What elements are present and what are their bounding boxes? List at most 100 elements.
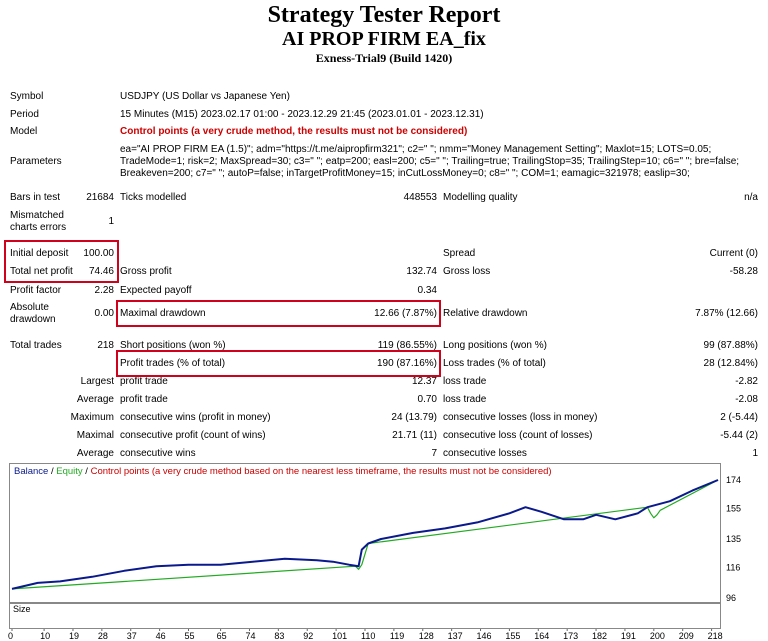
y-tick-label: 135	[726, 534, 741, 544]
maximal-drawdown-value: 12.66 (7.87%)	[374, 308, 437, 319]
profit-trades-label: Profit trades (% of total)	[120, 358, 226, 369]
mismatch-label-1: Mismatched	[10, 210, 64, 221]
short-positions-label: Short positions (won %)	[120, 340, 226, 351]
size-panel	[9, 603, 721, 629]
total-trades-value: 218	[97, 340, 114, 351]
drawdown-highlight	[116, 300, 441, 327]
long-positions-value: 99 (87.88%)	[703, 340, 758, 351]
y-tick-label: 96	[726, 593, 736, 603]
x-tick-label: 137	[448, 631, 463, 641]
avg-label: Average	[76, 448, 114, 459]
size-label: Size	[13, 604, 31, 614]
x-tick-label: 0	[8, 631, 13, 641]
avg-cons-losses-value: 1	[752, 448, 758, 459]
x-tick-label: 46	[156, 631, 166, 641]
net-profit-value: 74.46	[88, 266, 114, 277]
initial-deposit-value: 100.00	[83, 248, 114, 259]
x-tick-label: 128	[419, 631, 434, 641]
relative-drawdown-label: Relative drawdown	[443, 308, 528, 319]
gross-profit-value: 132.74	[406, 266, 437, 277]
initial-deposit-label: Initial deposit	[10, 248, 69, 259]
relative-drawdown-value: 7.87% (12.66)	[695, 308, 758, 319]
profit-factor-label: Profit factor	[10, 285, 62, 296]
max-cons-losses-value: 2 (-5.44)	[720, 412, 758, 423]
bars-label: Bars in test	[10, 192, 61, 203]
x-tick-label: 83	[274, 631, 284, 641]
max-cons-losses-label: consecutive losses (loss in money)	[443, 412, 598, 423]
x-tick-label: 37	[127, 631, 137, 641]
expected-payoff-value: 0.34	[417, 285, 437, 296]
parameters-line-2: TradeMode=1; risk=2; MaxSpread=30; c3=" …	[120, 156, 740, 167]
loss-trades-value: 28 (12.84%)	[703, 358, 758, 369]
x-tick-label: 19	[69, 631, 79, 641]
expected-payoff-label: Expected payoff	[120, 285, 192, 296]
maximal-drawdown-label: Maximal drawdown	[120, 308, 206, 319]
x-tick-label: 155	[505, 631, 520, 641]
absolute-drawdown-label-1: Absolute	[10, 302, 49, 313]
x-tick-label: 28	[98, 631, 108, 641]
x-tick-label: 65	[217, 631, 227, 641]
maximal-cons-profit-label: consecutive profit (count of wins)	[120, 430, 266, 441]
period-value: 15 Minutes (M15) 2023.02.17 01:00 - 2023…	[120, 109, 484, 120]
x-tick-label: 173	[563, 631, 578, 641]
x-tick-label: 10	[40, 631, 50, 641]
average-profit-label: profit trade	[120, 394, 168, 405]
chart-legend: Balance / Equity / Control points (a ver…	[14, 466, 552, 477]
parameters-label: Parameters	[10, 156, 62, 167]
total-trades-label: Total trades	[10, 340, 62, 351]
deposit-profit-highlight	[4, 240, 119, 283]
ticks-value: 448553	[403, 192, 437, 203]
avg-cons-losses-label: consecutive losses	[443, 448, 527, 459]
avg-cons-wins-label: consecutive wins	[120, 448, 196, 459]
ea-name: AI PROP FIRM EA_fix	[282, 28, 486, 50]
maximal-cons-loss-value: -5.44 (2)	[720, 430, 758, 441]
average-profit-value: 0.70	[417, 394, 437, 405]
largest-profit-value: 12.37	[411, 376, 437, 387]
absolute-drawdown-value: 0.00	[94, 308, 114, 319]
average-label: Average	[76, 394, 114, 405]
largest-label: Largest	[80, 376, 114, 387]
x-tick-label: 191	[621, 631, 636, 641]
model-value: Control points (a very crude method, the…	[120, 126, 468, 137]
x-tick-label: 92	[303, 631, 313, 641]
average-loss-label: loss trade	[443, 394, 487, 405]
x-tick-label: 146	[477, 631, 492, 641]
absolute-drawdown-label-2: drawdown	[10, 314, 56, 325]
report-title: Strategy Tester Report	[267, 2, 501, 28]
legend-equity: Equity	[56, 466, 83, 477]
bars-value: 21684	[86, 192, 114, 203]
x-tick-label: 101	[332, 631, 347, 641]
model-label: Model	[10, 126, 38, 137]
gross-loss-value: -58.28	[729, 266, 758, 277]
x-tick-label: 209	[679, 631, 694, 641]
x-tick-label: 110	[361, 631, 375, 641]
legend-sep-2: /	[82, 466, 91, 477]
long-positions-label: Long positions (won %)	[443, 340, 547, 351]
x-tick-label: 74	[245, 631, 255, 641]
x-tick-label: 200	[650, 631, 665, 641]
maximum-label: Maximum	[70, 412, 114, 423]
maximal-label: Maximal	[76, 430, 114, 441]
largest-loss-label: loss trade	[443, 376, 487, 387]
mismatch-value: 1	[108, 216, 114, 227]
account-build: Exness-Trial9 (Build 1420)	[315, 51, 453, 65]
symbol-value: USDJPY (US Dollar vs Japanese Yen)	[120, 91, 290, 102]
symbol-label: Symbol	[10, 91, 44, 102]
parameters-line-1: ea="AI PROP FIRM EA (1.5)"; adm="https:/…	[120, 144, 712, 155]
ticks-label: Ticks modelled	[120, 192, 187, 203]
profit-factor-value: 2.28	[94, 285, 114, 296]
max-cons-wins-value: 24 (13.79)	[391, 412, 437, 423]
avg-cons-wins-value: 7	[431, 448, 437, 459]
short-positions-value: 119 (86.55%)	[377, 340, 437, 351]
largest-profit-label: profit trade	[120, 376, 168, 387]
y-tick-label: 174	[726, 475, 741, 485]
x-tick-label: 164	[534, 631, 549, 641]
maximal-cons-profit-value: 21.71 (11)	[392, 430, 437, 441]
y-tick-label: 116	[726, 563, 740, 573]
gross-loss-label: Gross loss	[443, 266, 491, 277]
legend-balance: Balance	[14, 466, 49, 477]
gross-profit-label: Gross profit	[120, 266, 172, 277]
spread-label: Spread	[443, 248, 476, 259]
net-profit-label: Total net profit	[10, 266, 73, 277]
